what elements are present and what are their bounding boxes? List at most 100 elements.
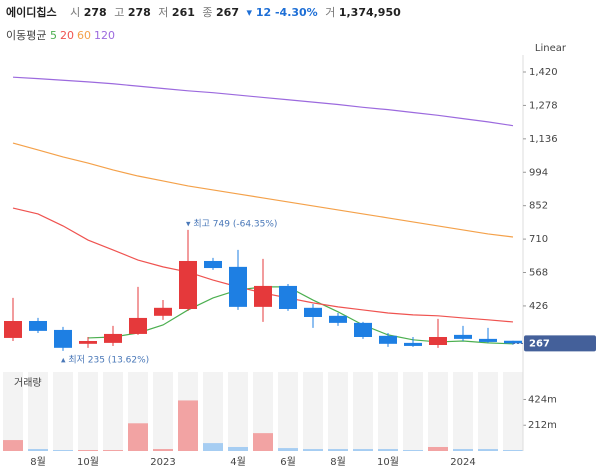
- volume-column: [353, 372, 373, 451]
- legend-title: 이동평균: [6, 29, 47, 42]
- volume-bar: [353, 449, 373, 451]
- legend-items: 5 20 60 120: [50, 29, 118, 42]
- volume-column: [253, 372, 273, 451]
- volume-label: 거래량: [14, 377, 42, 389]
- volume-tick-label: 212m: [528, 420, 557, 431]
- y-tick-label: 994: [529, 167, 548, 178]
- candle-body: [279, 285, 297, 309]
- field-value: 278: [83, 6, 107, 19]
- ma-legend: 이동평균 5 20 60 120: [6, 27, 118, 43]
- volume-column: [478, 372, 498, 451]
- candle-body: [379, 335, 397, 344]
- volume-bar: [178, 400, 198, 451]
- y-tick-label: 568: [529, 268, 548, 279]
- volume-column: [53, 372, 73, 451]
- field-label: 거: [325, 6, 336, 19]
- candle-body: [4, 320, 22, 338]
- x-tick-label: 2023: [150, 457, 175, 468]
- volume-bar: [478, 449, 498, 451]
- x-tick-label: 8월: [30, 456, 46, 468]
- candle-body: [429, 336, 447, 345]
- volume-column: [328, 372, 348, 451]
- candle-body: [454, 334, 472, 339]
- price-change: ▾ 12 -4.30%: [246, 6, 318, 19]
- scale-label: Linear: [535, 43, 567, 54]
- volume-column: [428, 372, 448, 451]
- volume-bar: [203, 443, 223, 451]
- legend-entry: 20: [59, 29, 74, 42]
- candle-body: [29, 320, 47, 331]
- volume-column: [278, 372, 298, 451]
- candle-body: [154, 307, 172, 316]
- y-tick-label: 1,420: [529, 67, 558, 78]
- y-tick-label: 1,136: [529, 134, 558, 145]
- stock-name: 에이디칩스: [6, 6, 57, 19]
- legend-entry: 120: [93, 29, 115, 42]
- field-value: 267: [216, 6, 239, 19]
- legend-entry: 60: [76, 29, 91, 42]
- volume-bar: [53, 450, 73, 451]
- volume-column: [3, 372, 23, 451]
- volume-bar: [378, 449, 398, 451]
- y-tick-label: 710: [529, 234, 548, 245]
- ma-line: [12, 142, 514, 238]
- field-label: 종: [202, 6, 213, 19]
- candle-body: [129, 317, 147, 334]
- volume-column: [503, 372, 523, 451]
- field-label: 저: [158, 6, 169, 19]
- volume-bar: [453, 449, 473, 451]
- candle-body: [504, 340, 522, 344]
- volume-column: [78, 372, 98, 451]
- x-tick-label: 10월: [77, 456, 99, 468]
- volume-bar: [103, 450, 123, 451]
- candle-body: [179, 260, 197, 309]
- volume-column: [203, 372, 223, 451]
- ma-line: [12, 76, 514, 127]
- y-tick-label: 1,278: [529, 100, 558, 111]
- x-tick-label: 4월: [230, 456, 246, 468]
- last-price-label: 267: [529, 338, 550, 349]
- volume-bar: [403, 450, 423, 451]
- x-tick-label: 6월: [280, 456, 296, 468]
- volume-bar: [328, 449, 348, 451]
- candle-body: [479, 338, 497, 342]
- volume-column: [303, 372, 323, 451]
- last-price-tag: [524, 335, 596, 352]
- volume-column: [403, 372, 423, 451]
- volume-column: [378, 372, 398, 451]
- legend-entry: 5: [49, 29, 57, 42]
- volume-bar: [153, 449, 173, 451]
- candle-body: [104, 333, 122, 343]
- volume-bar: [253, 433, 273, 451]
- y-tick-label: 426: [529, 301, 548, 312]
- x-tick-label: 10월: [377, 456, 399, 468]
- field-value: 261: [171, 6, 195, 19]
- volume-column: [453, 372, 473, 451]
- volume-bar: [503, 450, 523, 451]
- field-value: 278: [127, 6, 151, 19]
- x-tick-label: 8월: [330, 456, 346, 468]
- volume-bar: [128, 423, 148, 451]
- volume-bar: [3, 440, 23, 451]
- field-label: 시: [70, 6, 81, 19]
- volume-bar: [303, 449, 323, 451]
- candle-body: [254, 285, 272, 307]
- volume-column: [153, 372, 173, 451]
- candle-body: [404, 342, 422, 346]
- volume-bar: [228, 446, 248, 451]
- volume-bar: [78, 450, 98, 451]
- volume-column: [103, 372, 123, 451]
- field-label: 고: [114, 6, 125, 19]
- volume-column: [228, 372, 248, 451]
- annotation-high: ▾ 최고 749 (-64.35%): [186, 218, 277, 229]
- volume-tick-label: 424m: [528, 394, 557, 405]
- candle-body: [54, 329, 72, 348]
- y-tick-label: 852: [529, 201, 548, 212]
- volume-bar: [28, 449, 48, 451]
- ma-line: [87, 286, 514, 345]
- candle-body: [229, 266, 247, 307]
- header: 에이디칩스 시 278 고 278 저 261 종 267 ▾ 12 -4.30…: [6, 4, 401, 20]
- field-value: 1,374,950: [338, 6, 401, 19]
